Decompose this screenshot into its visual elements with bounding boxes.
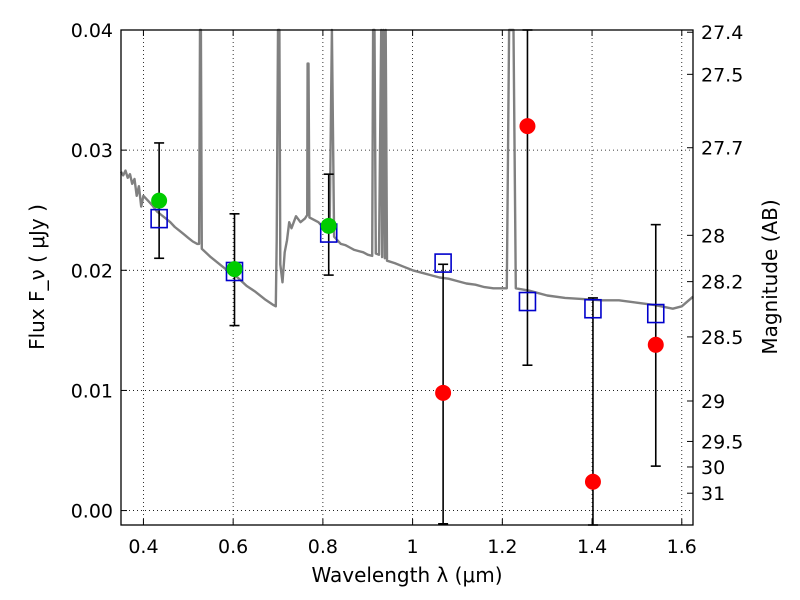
x-tick-label: 0.4 bbox=[128, 536, 158, 558]
x-tick-label: 1 bbox=[407, 536, 419, 558]
measurement-point bbox=[519, 118, 536, 135]
errorbar-layer bbox=[154, 29, 661, 526]
y-axis-label: Flux F_ν ( μJy ) bbox=[25, 204, 49, 350]
detection-point bbox=[320, 217, 337, 234]
plot-frame bbox=[120, 29, 694, 526]
y2-tick-label: 27.7 bbox=[701, 138, 743, 160]
x-tick-label: 0.6 bbox=[218, 536, 248, 558]
grid bbox=[121, 29, 693, 525]
model-photometry-square bbox=[518, 291, 537, 312]
y-tick-label: 0.03 bbox=[71, 140, 113, 162]
y2-axis-label: Magnitude (AB) bbox=[758, 199, 782, 354]
model-photometry-square bbox=[150, 208, 168, 229]
x-tick-label: 1.4 bbox=[577, 536, 607, 558]
marker-layer bbox=[150, 118, 665, 490]
y2-tick-label: 31 bbox=[701, 483, 725, 505]
y2-tick-label: 29.5 bbox=[701, 431, 743, 453]
y2-tick-label: 28.5 bbox=[701, 327, 743, 349]
measurement-point bbox=[435, 384, 452, 401]
model-spectrum-line bbox=[119, 28, 694, 310]
y2-tick-label: 27.5 bbox=[701, 64, 743, 86]
y-tick-label: 0.00 bbox=[71, 501, 113, 523]
detection-point bbox=[226, 261, 243, 278]
model-photometry-square bbox=[434, 253, 452, 273]
measurement-point bbox=[647, 336, 664, 353]
model-photometry-square bbox=[646, 303, 665, 324]
x-tick-label: 1.2 bbox=[487, 536, 517, 558]
y2-tick-label: 28.2 bbox=[701, 272, 743, 294]
model-photometry-square bbox=[584, 298, 602, 319]
y2-tick-label: 28 bbox=[701, 225, 725, 247]
model-spectrum-layer bbox=[119, 28, 694, 310]
y-tick-label: 0.04 bbox=[71, 20, 113, 42]
detection-point bbox=[151, 192, 168, 209]
x-tick-label: 0.8 bbox=[308, 536, 338, 558]
y2-tick-label: 30 bbox=[701, 457, 725, 479]
measurement-point bbox=[584, 473, 601, 490]
x-tick-label: 1.6 bbox=[667, 536, 697, 558]
tick-layer: 0.4 0.6 0.8 1 1.2 1.4 1.6 0.00 0.01 0.02 0.03 0.04 2… bbox=[71, 20, 744, 558]
x-axis-label: Wavelength λ (μm) bbox=[311, 563, 502, 587]
y-tick-label: 0.01 bbox=[71, 380, 113, 402]
y2-tick-label: 29 bbox=[701, 391, 725, 413]
y2-tick-label: 27.4 bbox=[701, 22, 743, 44]
y-tick-label: 0.02 bbox=[71, 260, 113, 282]
